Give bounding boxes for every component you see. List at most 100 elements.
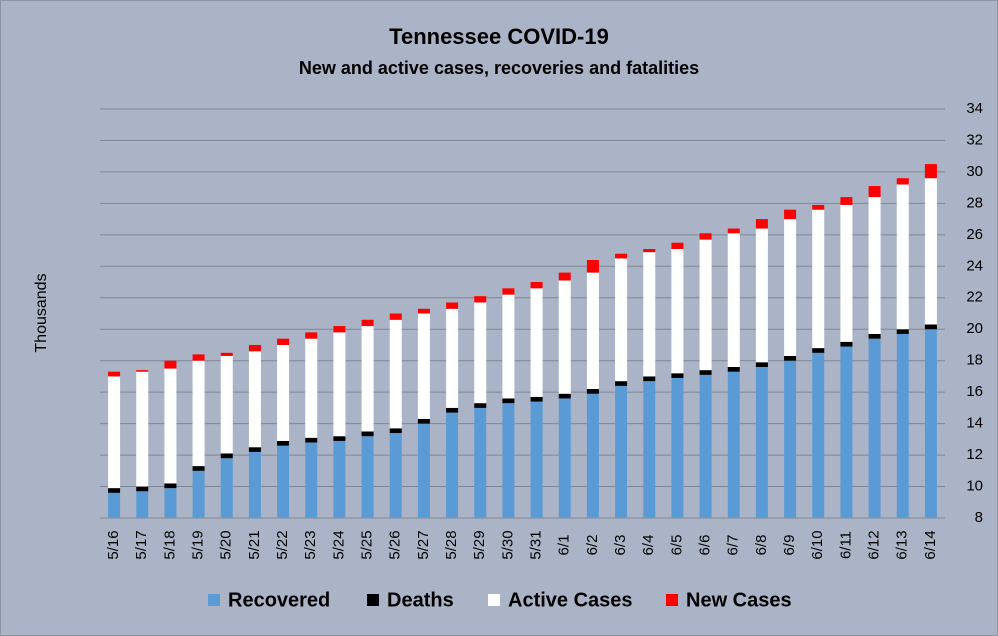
bar-segment	[840, 341, 853, 347]
bar-segment	[417, 418, 430, 424]
bar-segment	[502, 403, 515, 518]
x-tick-label: 6/4	[640, 535, 657, 556]
bar-segment	[615, 381, 628, 386]
y-axis-label: Thousands	[33, 273, 50, 352]
bar-segment	[333, 326, 346, 333]
bar-segment	[615, 253, 628, 259]
bar-segment	[248, 344, 261, 352]
x-tick-label: 5/26	[387, 530, 404, 559]
bar-segment	[840, 346, 853, 518]
bar-segment	[699, 239, 712, 371]
bar-segment	[784, 360, 797, 518]
bar-segment	[896, 178, 909, 185]
bar-segment	[502, 294, 515, 399]
x-tick-label: 5/19	[190, 530, 207, 559]
bar-segment	[727, 371, 740, 518]
bar-segment	[502, 288, 515, 295]
bar-segment	[924, 329, 937, 518]
bar-segment	[755, 362, 768, 367]
bar-segment	[812, 204, 825, 210]
bar-segment	[108, 376, 121, 489]
x-tick-label: 5/21	[246, 530, 263, 559]
bar-segment	[643, 249, 656, 253]
y-tick-label: 32	[966, 131, 983, 148]
bar-segment	[305, 437, 318, 443]
x-tick-label: 6/3	[612, 535, 629, 556]
bar-segment	[699, 233, 712, 240]
bar-segment	[615, 385, 628, 518]
y-tick-label: 26	[966, 226, 983, 243]
bar-segment	[474, 302, 487, 404]
x-tick-label: 5/27	[415, 530, 432, 559]
bar-segment	[784, 219, 797, 356]
bar-segment	[896, 329, 909, 334]
bar-segment	[812, 348, 825, 353]
bar-segment	[305, 338, 318, 438]
bar-segment	[389, 313, 402, 320]
bar-segment	[643, 252, 656, 377]
bar-segment	[558, 272, 571, 281]
bar-segment	[446, 308, 459, 408]
bar-segment	[192, 466, 205, 471]
bar-segment	[389, 428, 402, 434]
bar-segment	[699, 374, 712, 518]
x-tick-label: 5/29	[471, 530, 488, 559]
bar-segment	[868, 197, 881, 334]
bar-segment	[333, 436, 346, 441]
bar-segment	[192, 354, 205, 361]
y-tick-label: 14	[966, 415, 983, 432]
bar-segment	[192, 470, 205, 518]
bar-segment	[361, 319, 374, 327]
bar-segment	[277, 445, 290, 518]
bar-segment	[530, 401, 543, 518]
bar-segment	[220, 355, 233, 454]
bar-segment	[671, 242, 684, 250]
bar-segment	[868, 186, 881, 198]
bar-segment	[699, 370, 712, 375]
bar-segment	[558, 280, 571, 394]
y-tick-label: 22	[966, 289, 983, 306]
bar-segment	[924, 164, 937, 179]
bar-segment	[136, 370, 149, 372]
bar-segment	[896, 333, 909, 518]
bar-segment	[220, 453, 233, 459]
bar-segment	[784, 209, 797, 220]
y-tick-label: 8	[975, 509, 983, 526]
y-tick-label: 18	[966, 352, 983, 369]
bar-segment	[277, 440, 290, 446]
bar-segment	[333, 332, 346, 437]
bar-segment	[755, 219, 768, 229]
y-tick-label: 20	[966, 320, 983, 337]
bar-segment	[136, 491, 149, 518]
x-tick-label: 5/30	[499, 530, 516, 559]
x-tick-label: 6/13	[894, 530, 911, 559]
bar-segment	[220, 352, 233, 356]
bar-segment	[502, 398, 515, 404]
bar-segment	[220, 458, 233, 518]
chart-subtitle: New and active cases, recoveries and fat…	[299, 58, 699, 78]
y-tick-label: 34	[966, 100, 983, 117]
x-tick-label: 5/20	[218, 530, 235, 559]
bar-segment	[108, 371, 121, 377]
y-tick-label: 10	[966, 478, 983, 495]
bar-segment	[474, 403, 487, 408]
bar-segment	[136, 486, 149, 492]
x-tick-label: 6/5	[668, 535, 685, 556]
x-tick-label: 5/31	[528, 530, 545, 559]
y-tick-label: 24	[966, 257, 983, 274]
bar-segment	[277, 344, 290, 441]
bar-segment	[417, 308, 430, 314]
bar-segment	[417, 423, 430, 518]
x-tick-label: 5/28	[443, 530, 460, 559]
bar-segment	[389, 319, 402, 429]
bar-segment	[305, 442, 318, 518]
bar-segment	[248, 351, 261, 448]
x-tick-label: 6/9	[781, 535, 798, 556]
y-tick-label: 28	[966, 194, 983, 211]
bar-segment	[530, 288, 543, 397]
bar-segment	[643, 381, 656, 518]
x-tick-label: 6/11	[837, 531, 854, 559]
bar-segment	[361, 431, 374, 437]
